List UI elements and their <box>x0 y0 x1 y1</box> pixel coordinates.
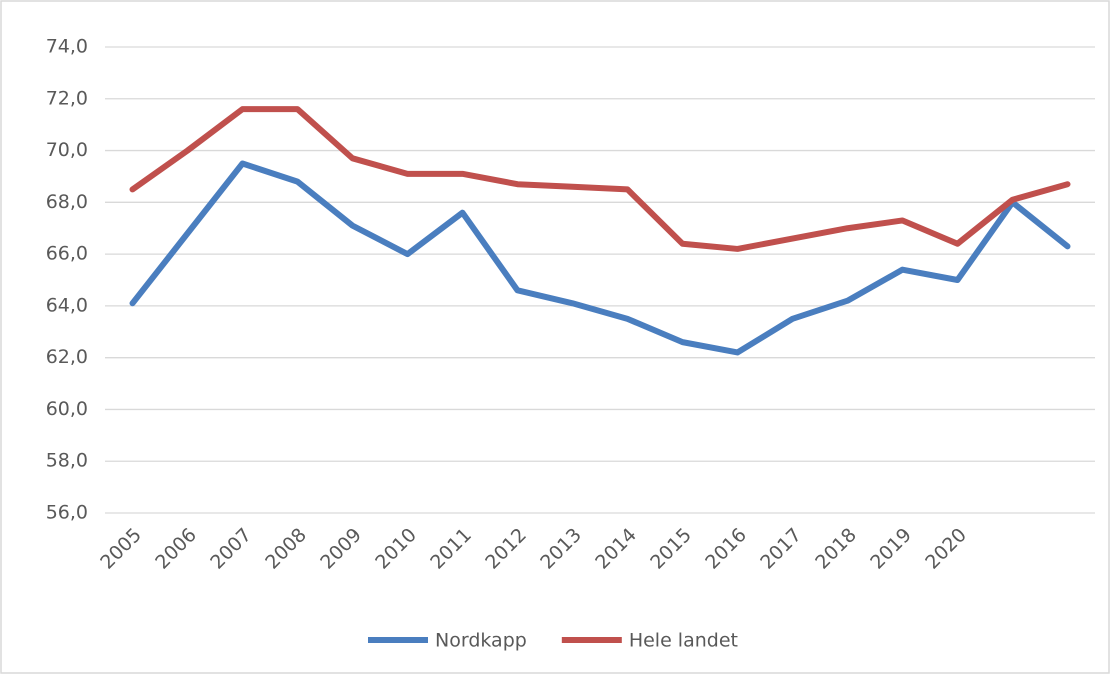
y-tick-label: 70,0 <box>46 139 88 161</box>
series-line <box>129 106 1071 252</box>
y-tick-label: 60,0 <box>46 398 88 420</box>
y-tick-label: 62,0 <box>46 346 88 368</box>
y-tick-label: 58,0 <box>46 450 88 472</box>
y-tick-label: 74,0 <box>46 36 88 58</box>
y-tick-label: 72,0 <box>46 87 88 109</box>
y-tick-label: 56,0 <box>46 502 88 524</box>
y-tick-label: 66,0 <box>46 243 88 265</box>
y-tick-label: 64,0 <box>46 294 88 316</box>
series-line <box>129 160 1071 356</box>
legend-label: Hele landet <box>629 630 738 652</box>
legend-label: Nordkapp <box>435 630 527 652</box>
y-tick-label: 68,0 <box>46 191 88 213</box>
